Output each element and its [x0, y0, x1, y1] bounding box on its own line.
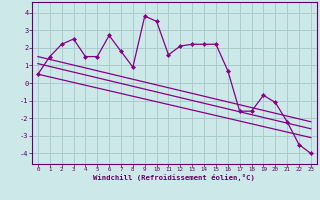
X-axis label: Windchill (Refroidissement éolien,°C): Windchill (Refroidissement éolien,°C)	[93, 174, 255, 181]
